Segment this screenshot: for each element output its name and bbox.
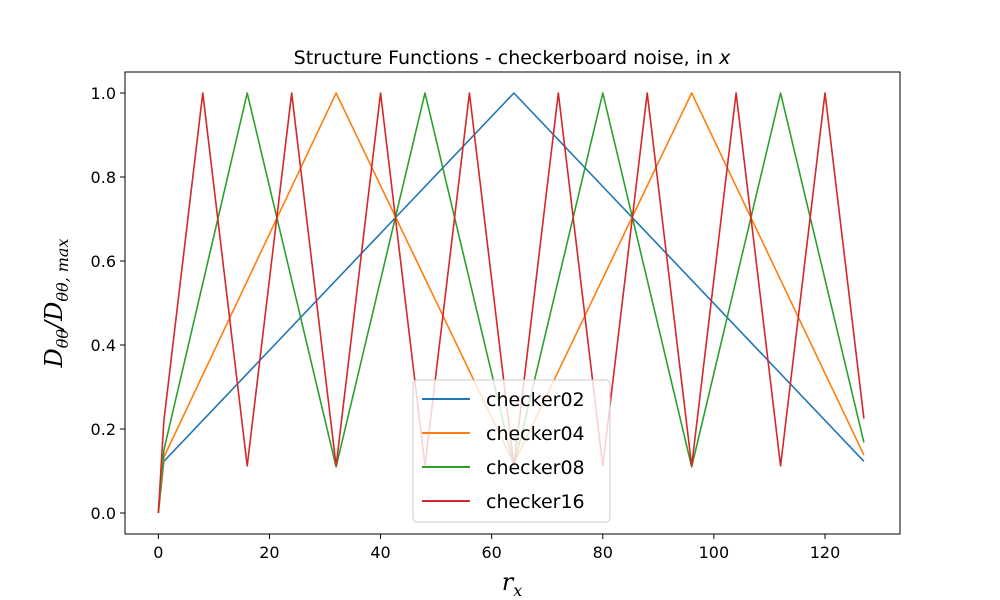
x-tick-label: 100: [699, 543, 730, 562]
x-tick-label: 0: [153, 543, 163, 562]
x-tick-label: 20: [259, 543, 279, 562]
y-tick-label: 0.0: [91, 504, 116, 523]
y-axis-title: Dθθ/Dθθ, max: [40, 238, 72, 368]
y-tick-label: 0.6: [91, 252, 116, 271]
x-axis-title-main: r: [502, 568, 515, 596]
y-axis-title-subscript-max: θθ, max: [53, 238, 72, 301]
x-axis: 0 20 40 60 80 100 120: [153, 534, 840, 562]
legend-items: checker02 checker04 checker08 checker16: [422, 389, 585, 513]
y-tick-label: 0.4: [91, 336, 116, 355]
plot-frame: [124, 71, 901, 535]
x-tick-label: 120: [810, 543, 841, 562]
y-axis-title-divider: /D: [40, 302, 68, 331]
series-line-checker08: [157, 92, 865, 514]
y-axis: 0.0 0.2 0.4 0.6 0.8 1.0: [91, 84, 125, 523]
series-layer: [157, 92, 865, 514]
x-axis-title: rx: [502, 568, 523, 600]
legend-box: [412, 379, 611, 523]
chart-title: Structure Functions - checkerboard noise…: [294, 47, 731, 69]
x-tick-label: 60: [481, 543, 501, 562]
x-tick-label: 80: [593, 543, 613, 562]
x-tick-label: 40: [370, 543, 390, 562]
legend-label-checker04: checker04: [486, 423, 585, 445]
y-tick-label: 0.2: [91, 420, 116, 439]
y-tick-label: 1.0: [91, 84, 116, 103]
x-axis-title-subscript: x: [513, 581, 522, 600]
chart-title-variable: x: [718, 47, 731, 69]
legend-label-checker16: checker16: [486, 491, 585, 513]
series-line-checker16: [157, 92, 865, 514]
y-tick-label: 0.8: [91, 168, 116, 187]
legend: checker02 checker04 checker08 checker16: [412, 379, 611, 523]
y-axis-title-subscript: θθ: [53, 329, 72, 349]
chart-title-text: Structure Functions - checkerboard noise…: [294, 47, 719, 69]
y-axis-title-main: D: [40, 348, 68, 368]
legend-label-checker02: checker02: [486, 389, 585, 411]
legend-label-checker08: checker08: [486, 457, 585, 479]
